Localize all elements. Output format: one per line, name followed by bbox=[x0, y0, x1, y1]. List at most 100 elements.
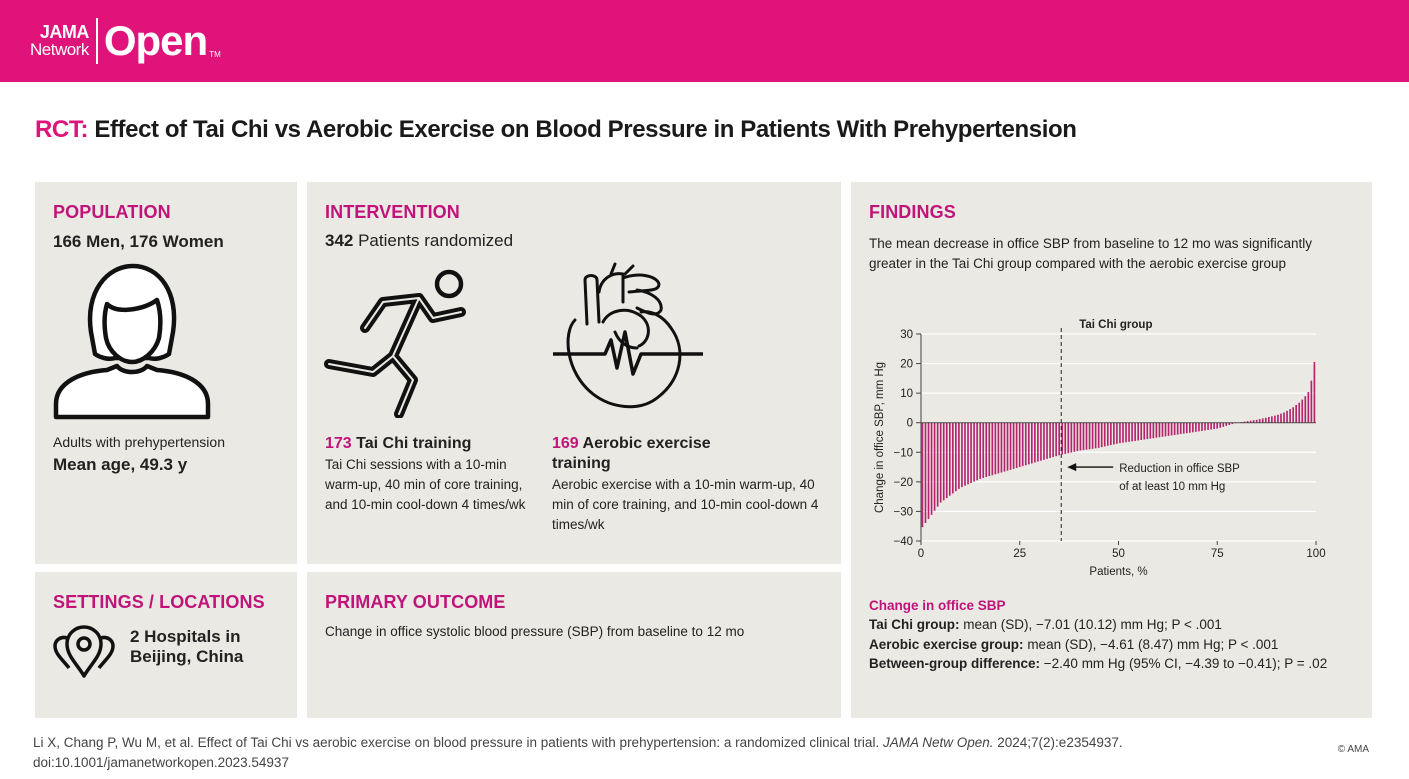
series-label-taichi: Tai Chi group bbox=[1079, 319, 1152, 331]
logo-line1: JAMA bbox=[39, 22, 90, 42]
chart-bar bbox=[1030, 422, 1033, 464]
chart-bar bbox=[1246, 421, 1249, 423]
chart-bar bbox=[1192, 422, 1194, 433]
chart-bar bbox=[1198, 422, 1200, 432]
chart-bar bbox=[1301, 399, 1304, 423]
chart-bar bbox=[1274, 415, 1276, 423]
chart-bar bbox=[1003, 422, 1006, 472]
chart-bar bbox=[1006, 422, 1009, 471]
location-pins-icon bbox=[53, 625, 115, 678]
chart-bar bbox=[976, 422, 978, 481]
chart-bar bbox=[1216, 422, 1219, 429]
chart-bar bbox=[1261, 418, 1264, 423]
chart-bar bbox=[1271, 416, 1273, 423]
chart-bar bbox=[1182, 422, 1185, 434]
chart-bar bbox=[1034, 422, 1036, 463]
chart-bar bbox=[1307, 392, 1310, 423]
chart-bar bbox=[1088, 422, 1091, 450]
taichi-arm-title: 173 Tai Chi training bbox=[325, 434, 525, 454]
chart-bar bbox=[1024, 422, 1027, 466]
chart-bar bbox=[1167, 422, 1170, 436]
chart-bar bbox=[1152, 422, 1155, 439]
population-description: Adults with prehypertension bbox=[53, 434, 225, 450]
primary-outcome-heading: PRIMARY OUTCOME bbox=[325, 592, 506, 612]
settings-line1: 2 Hospitals in bbox=[130, 627, 241, 646]
chart-bar bbox=[1277, 414, 1279, 423]
x-axis-label: Patients, % bbox=[1089, 566, 1147, 578]
chart-bar bbox=[979, 422, 982, 479]
chart-bar bbox=[933, 422, 936, 511]
chart-bar bbox=[982, 422, 985, 478]
finding-text-aerobic: mean (SD), −4.61 (8.47) mm Hg; P < .001 bbox=[1023, 637, 1279, 652]
title-text: Effect of Tai Chi vs Aerobic Exercise on… bbox=[88, 116, 1077, 143]
primary-outcome-text: Change in office systolic blood pressure… bbox=[325, 624, 745, 639]
chart-bar bbox=[988, 422, 991, 477]
chart-bar bbox=[1228, 422, 1231, 425]
chart-bar bbox=[1009, 422, 1012, 470]
findings-heading: FINDINGS bbox=[869, 202, 956, 222]
logo-line2: Network bbox=[30, 40, 89, 59]
chart-bar bbox=[927, 422, 930, 519]
chart-bar bbox=[1155, 422, 1158, 438]
chart-bar bbox=[1188, 422, 1191, 433]
chart-bar bbox=[967, 422, 969, 485]
chart-bar bbox=[1085, 422, 1088, 450]
chart-bar bbox=[1179, 422, 1182, 435]
jama-network-open-logo[interactable]: JAMA Network Open TM bbox=[30, 14, 221, 68]
chart-bar bbox=[1258, 419, 1261, 423]
annotation-arrow-head bbox=[1067, 463, 1077, 472]
y-tick-label: 20 bbox=[900, 359, 913, 371]
finding-label-aerobic: Aerobic exercise group: bbox=[869, 637, 1024, 652]
chart-bar bbox=[997, 422, 1000, 474]
chart-bar bbox=[1109, 422, 1112, 446]
chart-bar bbox=[1100, 422, 1103, 448]
chart-bar bbox=[921, 422, 924, 528]
logo-trademark: TM bbox=[209, 49, 221, 59]
finding-label-difference: Between-group difference: bbox=[869, 656, 1041, 671]
y-tick-label: −40 bbox=[893, 536, 913, 548]
copyright: © AMA bbox=[1337, 744, 1369, 755]
chart-bar bbox=[1143, 422, 1146, 440]
chart-bar bbox=[1310, 380, 1313, 423]
chart-bar bbox=[1201, 422, 1203, 431]
finding-text-taichi: mean (SD), −7.01 (10.12) mm Hg; P < .001 bbox=[959, 617, 1222, 632]
chart-bar bbox=[939, 422, 942, 503]
x-tick-label: 75 bbox=[1211, 548, 1224, 560]
chart-bar bbox=[1113, 422, 1115, 445]
chart-bar bbox=[1140, 422, 1143, 441]
chart-bar bbox=[1225, 422, 1228, 426]
chart-bar bbox=[1119, 422, 1121, 444]
page-title: RCT: Effect of Tai Chi vs Aerobic Exerci… bbox=[35, 116, 1077, 144]
chart-bar bbox=[951, 422, 954, 494]
chart-bar bbox=[958, 422, 960, 489]
x-tick-label: 100 bbox=[1306, 548, 1325, 560]
y-tick-label: 10 bbox=[900, 388, 913, 400]
chart-bar bbox=[948, 422, 951, 496]
chart-bar bbox=[1064, 422, 1067, 454]
randomized-number: 342 bbox=[325, 231, 354, 250]
finding-row-difference: Between-group difference: −2.40 mm Hg (9… bbox=[869, 654, 1369, 674]
y-axis-label: Change in office SBP, mm Hg bbox=[874, 362, 886, 513]
chart-bar bbox=[1046, 422, 1048, 459]
citation-doi[interactable]: doi:10.1001/jamanetworkopen.2023.54937 bbox=[33, 755, 289, 770]
annotation-line1: Reduction in office SBP bbox=[1119, 463, 1240, 475]
intervention-panel: INTERVENTION 342 Patients randomized 173… bbox=[307, 182, 841, 564]
citation-volume: 2024;7(2):e2354937. bbox=[993, 735, 1123, 750]
findings-panel: FINDINGS The mean decrease in office SBP… bbox=[851, 182, 1372, 718]
chart-bar bbox=[994, 422, 997, 475]
chart-bar bbox=[936, 422, 939, 507]
chart-bar bbox=[1146, 422, 1149, 440]
patients-randomized: 342 Patients randomized bbox=[325, 231, 513, 251]
finding-text-difference: −2.40 mm Hg (95% CI, −4.39 to −0.41); P … bbox=[1040, 656, 1328, 671]
logo-small-text: JAMA Network bbox=[30, 22, 90, 59]
chart-bar bbox=[924, 422, 927, 524]
finding-label-taichi: Tai Chi group: bbox=[869, 617, 960, 632]
chart-bar bbox=[1037, 422, 1039, 462]
chart-bar bbox=[1012, 422, 1015, 469]
intervention-heading: INTERVENTION bbox=[325, 202, 460, 222]
settings-line2: Beijing, China bbox=[130, 647, 244, 666]
change-sbp-heading: Change in office SBP bbox=[869, 598, 1006, 613]
chart-bar bbox=[1161, 422, 1164, 437]
aerobic-number: 169 bbox=[552, 435, 579, 452]
finding-row-aerobic: Aerobic exercise group: mean (SD), −4.61… bbox=[869, 635, 1369, 655]
